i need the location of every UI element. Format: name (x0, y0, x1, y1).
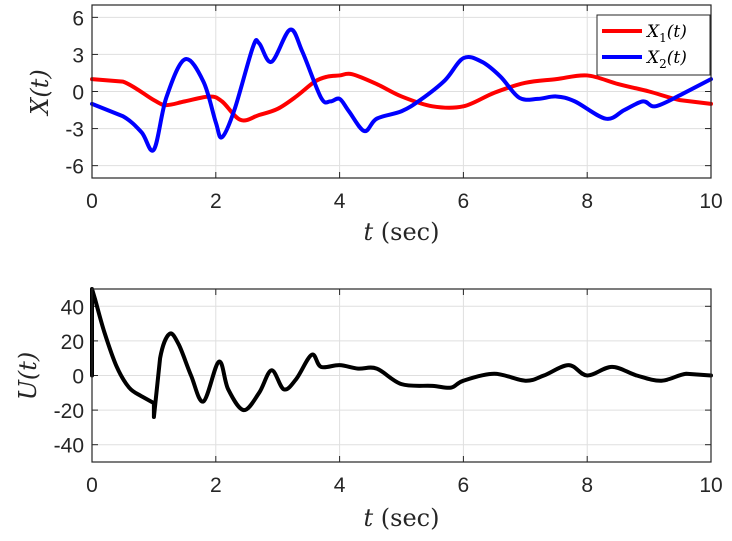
y-tick-label: 3 (72, 44, 84, 67)
x-axis-label-var: t (364, 218, 374, 246)
axes-box (91, 288, 712, 463)
x-axis-label-unit: (sec) (381, 218, 440, 246)
x-axis-label-space (373, 504, 381, 532)
plot-2: 0 2 4 6 8 10 40 20 0 -20 -40 t (sec) U(t) (14, 287, 723, 532)
legend-box (596, 14, 711, 76)
y-tick-label: -3 (65, 119, 84, 142)
y-tick-label: 40 (61, 296, 84, 319)
x-tick-label: 4 (334, 474, 346, 497)
legend: X1(t)X2(t) (596, 14, 711, 76)
series-line-ut (90, 287, 713, 420)
x-tick-label: 10 (699, 474, 722, 497)
y-axis-label: U(t) (14, 352, 42, 401)
y-tick-label: -40 (54, 435, 84, 458)
x-tick-label: 6 (458, 190, 470, 213)
x-axis-label-unit: (sec) (381, 504, 440, 532)
y-tick-label: -20 (54, 400, 84, 423)
legend-entry: X2(t) (645, 48, 687, 71)
legend-base: X (645, 48, 660, 68)
x-tick-label: 6 (458, 474, 470, 497)
legend-tail: (t) (667, 48, 687, 68)
x-axis-label-space (373, 218, 381, 246)
legend-tail: (t) (667, 22, 687, 42)
axes-box (91, 4, 712, 179)
x-tick-label: 8 (581, 190, 593, 213)
x-tick-label: 0 (86, 474, 98, 497)
x-tick-label: 8 (581, 474, 593, 497)
series-line-x2t (90, 27, 713, 153)
x-tick-label: 10 (699, 190, 722, 213)
y-tick-label: 6 (72, 7, 84, 30)
x-tick-label: 2 (210, 190, 222, 213)
legend-sub: 1 (659, 31, 667, 45)
x-tick-label: 4 (334, 190, 346, 213)
legend-sub: 2 (659, 57, 667, 71)
legend-entry: X1(t) (645, 22, 687, 45)
x-axis-label: t (sec) (364, 218, 440, 246)
y-tick-label: 0 (72, 366, 84, 389)
x-axis-label-var: t (364, 504, 374, 532)
y-tick-label: 0 (72, 82, 84, 105)
x-tick-label: 2 (210, 474, 222, 497)
x-tick-label: 0 (86, 190, 98, 213)
y-tick-label: 20 (61, 331, 84, 354)
x-axis-label: t (sec) (364, 504, 440, 532)
legend-base: X (645, 22, 660, 42)
y-tick-label: -6 (65, 156, 84, 179)
y-axis-label: X(t) (26, 69, 54, 116)
